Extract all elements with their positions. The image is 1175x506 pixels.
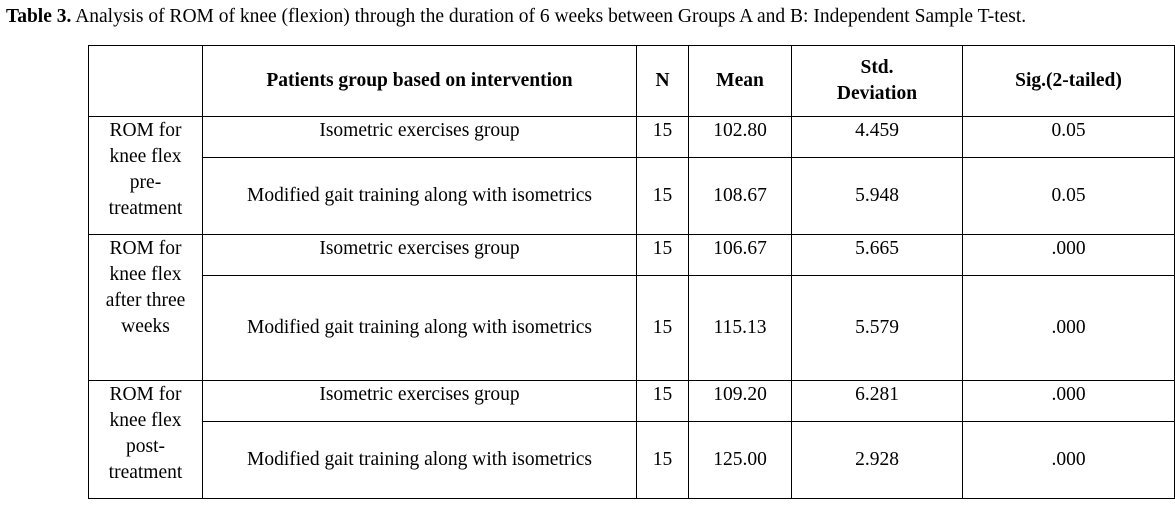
cell-n: 15 [636,234,689,276]
table-caption-text: Analysis of ROM of knee (flexion) throug… [71,6,1027,27]
cell-mean: 108.67 [688,157,792,235]
header-blank [88,45,203,117]
row-label-post-treatment: ROM for knee flex post-treatment [88,380,203,499]
cell-sig: .000 [962,234,1175,276]
cell-group: Isometric exercises group [202,234,637,276]
cell-sd: 6.281 [791,380,963,422]
row-label-text: ROM for knee flex after three weeks [105,238,186,337]
table-row: ROM for knee flex pre-treatment Isometri… [88,116,1175,235]
cell-group: Isometric exercises group [202,380,637,422]
table-caption: Table 3. Analysis of ROM of knee (flexio… [6,4,1026,30]
cell-group: Modified gait training along with isomet… [202,157,637,235]
header-n: N [636,45,689,117]
cell-sig: .000 [962,421,1175,499]
cell-n: 15 [636,275,689,381]
row-label-after-three-weeks: ROM for knee flex after three weeks [88,234,203,381]
cell-sig: 0.05 [962,116,1175,158]
cell-mean: 109.20 [688,380,792,422]
cell-sd: 5.579 [791,275,963,381]
cell-sig: .000 [962,275,1175,381]
header-row: Patients group based on intervention N M… [88,45,1175,117]
row-label-text: ROM for knee flex pre-treatment [108,120,183,219]
cell-sd: 4.459 [791,116,963,158]
table-row: Modified gait training along with isomet… [89,275,1175,381]
row-label-pre-treatment: ROM for knee flex pre-treatment [88,116,203,235]
cell-sig: .000 [962,380,1175,422]
cell-group: Modified gait training along with isomet… [202,275,637,381]
cell-n: 15 [636,380,689,422]
cell-mean: 115.13 [688,275,792,381]
row-label-text: ROM for knee flex post-treatment [108,384,183,483]
cell-group: Modified gait training along with isomet… [202,421,637,499]
cell-n: 15 [636,157,689,235]
cell-mean: 106.67 [688,234,792,276]
table-caption-label: Table 3. [6,6,72,27]
header-std-deviation-text: Std. Deviation [836,57,918,104]
cell-sd: 5.948 [791,157,963,235]
header-mean: Mean [688,45,792,117]
cell-mean: 102.80 [688,116,792,158]
header-sig: Sig.(2-tailed) [962,45,1175,117]
cell-sd: 2.928 [791,421,963,499]
table-row: ROM for knee flex after three weeks Isom… [88,234,1175,381]
cell-sd: 5.665 [791,234,963,276]
table-row: Modified gait training along with isomet… [89,157,1175,235]
header-group: Patients group based on intervention [202,45,637,117]
cell-n: 15 [636,421,689,499]
cell-group: Isometric exercises group [202,116,637,158]
data-table: Patients group based on intervention N M… [88,45,1175,499]
header-std-deviation: Std. Deviation [791,45,963,117]
table-row: ROM for knee flex post-treatment Isometr… [88,380,1175,499]
cell-n: 15 [636,116,689,158]
cell-sig: 0.05 [962,157,1175,235]
cell-mean: 125.00 [688,421,792,499]
table-row: Modified gait training along with isomet… [89,421,1175,499]
